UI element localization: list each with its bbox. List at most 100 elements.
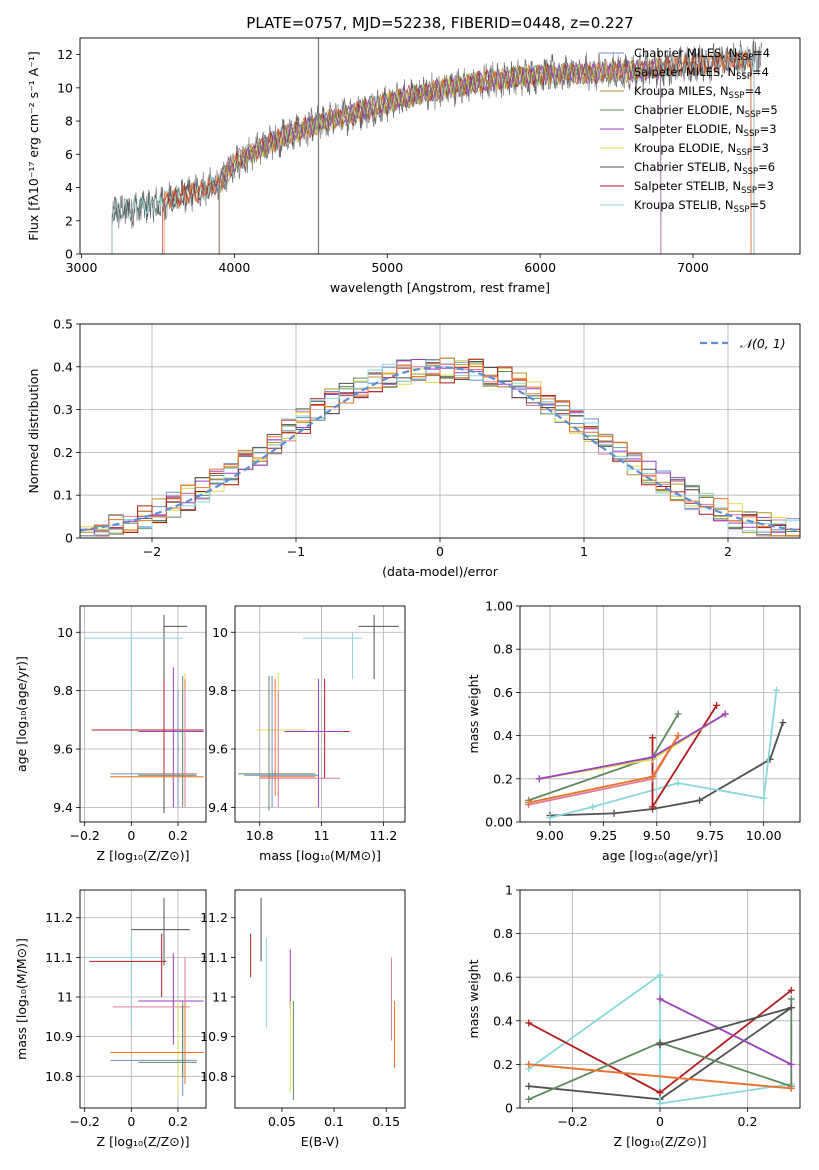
y-tick-label: 0.2 (493, 1057, 513, 1072)
y-axis-label: mass weight (466, 674, 481, 753)
y-tick-label: 0.2 (493, 771, 513, 786)
x-axis-label: age [log₁₀(age/yr)] (602, 848, 718, 863)
y-tick-label: 9.6 (208, 742, 228, 757)
y-tick-label: 0 (65, 247, 73, 262)
y-tick-label: 0.00 (485, 815, 513, 830)
x-tick-label: 1 (580, 544, 588, 559)
x-tick-label: 0 (127, 1114, 135, 1129)
y-tick-label: 9.6 (53, 742, 73, 757)
spectrum-model-line (219, 59, 662, 254)
series-line-kroupa-elodie (539, 713, 726, 780)
mass-weight-vs-metallicity-marks (525, 971, 795, 1108)
y-axis-label: Flux [fλ10⁻¹⁷ erg cm⁻² s⁻¹ A⁻¹] (26, 51, 41, 240)
y-tick-label: 9.8 (208, 683, 228, 698)
x-tick-label: −0.2 (69, 1114, 99, 1129)
y-tick-label: 10.8 (200, 1069, 228, 1084)
mass-weight-vs-metallicity-axes: −0.2 0 0.2 0 0.2 0.4 0.6 0.8 1 Z [log₁₀(Z/Z⊙)] mas… (466, 883, 801, 1149)
y-axis-label: Normed distribution (26, 369, 41, 494)
x-tick-label: 0.05 (268, 1114, 296, 1129)
axes-frame (79, 605, 207, 823)
residual-histogram-axes: −2 −1 0 1 2 0 0.1 0.2 0.3 0.4 0.5 (data-model)/erro… (26, 317, 801, 579)
series-line-kroupa-stelib (549, 690, 778, 819)
x-tick-label: 0.2 (168, 1114, 188, 1129)
legend-entry: Kroupa STELIB, NSSP=5 (634, 198, 766, 215)
x-tick-label: 0.15 (372, 1114, 400, 1129)
mass-weight-vs-age-axes: 9.00 9.25 9.50 9.75 10.00 0.00 0.2 0.4 0.6 0.8 1.0… (466, 599, 801, 863)
y-tick-label: 6 (65, 147, 73, 162)
y-tick-label: 1 (505, 883, 513, 898)
y-tick-label: 11.2 (200, 910, 228, 925)
x-axis-label: mass [log₁₀(M/M⊙)] (259, 848, 381, 863)
age-vs-mass-axes: 10.8 11 11.2 9.4 9.6 9.8 10 mass [log₁₀(M/M⊙)] (208, 605, 406, 863)
series-line-chabrier-stelib (549, 722, 784, 817)
y-tick-label: 0.4 (493, 1013, 513, 1028)
gaussian-curve (80, 366, 798, 532)
x-tick-label: −1 (287, 544, 305, 559)
x-tick-label: 5000 (371, 260, 403, 275)
x-tick-label: 0.2 (738, 1114, 758, 1129)
x-axis-label: Z [log₁₀(Z/Z⊙)] (97, 848, 190, 863)
legend-entry: Chabrier MILES, NSSP=4 (634, 46, 770, 63)
y-tick-label: 1.00 (485, 599, 513, 614)
x-tick-label: 9.25 (589, 828, 617, 843)
series-line-salpeter-elodie (539, 713, 726, 780)
y-tick-label: 9.4 (53, 800, 73, 815)
legend-entry: Kroupa MILES, NSSP=4 (634, 84, 761, 101)
x-tick-label: 11 (314, 828, 330, 843)
spectrum-lines (111, 38, 762, 254)
y-tick-label: 0.6 (493, 970, 513, 985)
x-tick-label: 10.8 (246, 828, 274, 843)
axes-frame (79, 889, 207, 1109)
y-tick-label: 11.1 (45, 950, 73, 965)
y-axis-label: age [log₁₀(age/yr)] (14, 656, 29, 772)
x-tick-label: 9.50 (643, 828, 671, 843)
y-tick-label: 0.4 (53, 359, 73, 374)
y-tick-label: 0.8 (493, 926, 513, 941)
axes-frame (79, 37, 801, 255)
age-vs-metallicity-marks (84, 614, 204, 814)
y-tick-label: 0 (505, 1101, 513, 1116)
spectrum-model-line (218, 58, 662, 254)
axes-frame (519, 605, 801, 823)
y-tick-label: 0.8 (493, 642, 513, 657)
series-line-orange (528, 1063, 792, 1090)
x-axis-label: wavelength [Angstrom, rest frame] (330, 280, 550, 295)
y-tick-label: 10 (57, 625, 73, 640)
axes-frame (519, 889, 801, 1109)
x-tick-label: 0.1 (324, 1114, 344, 1129)
chart-title: PLATE=0757, MJD=52238, FIBERID=0448, z=0… (246, 14, 633, 32)
x-axis-label: Z [log₁₀(Z/Z⊙)] (97, 1134, 190, 1149)
series-line-chabrier-stelib (659, 1006, 792, 1046)
y-tick-label: 12 (57, 47, 73, 62)
age-vs-metallicity-axes: −0.2 0 0.2 9.4 9.6 9.8 10 Z [log₁₀(Z/Z⊙)] age [l… (14, 605, 207, 863)
y-tick-label: 0.3 (53, 402, 73, 417)
legend-entry: Salpeter ELODIE, NSSP=3 (634, 122, 777, 139)
histogram-series-orange (80, 357, 800, 537)
spectrum-axes: 3000 4000 5000 6000 7000 0 2 4 6 8 10 12 PLATE=0757,… (26, 14, 801, 295)
y-tick-label: 11.2 (45, 910, 73, 925)
y-axis-label: mass [log₁₀(M/M⊙)] (14, 938, 29, 1060)
x-tick-label: 9.00 (536, 828, 564, 843)
mass-vs-ebv-marks (250, 897, 396, 1101)
series-line-salpeter-elodie (659, 998, 792, 1066)
x-tick-label: 2 (724, 544, 732, 559)
histogram-series-salpeter-stelib (80, 358, 800, 537)
axes-frame (234, 889, 406, 1109)
legend-entry: Salpeter STELIB, NSSP=3 (634, 179, 774, 196)
legend-entry: 𝒩(0, 1) (740, 336, 786, 351)
x-tick-label: 0 (436, 544, 444, 559)
y-axis-label: mass weight (466, 959, 481, 1038)
y-tick-label: 8 (65, 114, 73, 129)
y-tick-label: 0.5 (53, 317, 73, 332)
x-tick-label: 0.2 (168, 828, 188, 843)
x-tick-label: 4000 (218, 260, 250, 275)
y-tick-label: 0.6 (493, 685, 513, 700)
x-axis-label: E(B-V) (301, 1134, 340, 1149)
y-tick-label: 11 (212, 990, 228, 1005)
x-tick-label: 7000 (677, 260, 709, 275)
y-tick-label: 0 (65, 531, 73, 546)
y-tick-label: 9.8 (53, 683, 73, 698)
mass-weight-vs-age-marks (525, 686, 787, 822)
legend-entry: Chabrier ELODIE, NSSP=5 (634, 103, 778, 120)
